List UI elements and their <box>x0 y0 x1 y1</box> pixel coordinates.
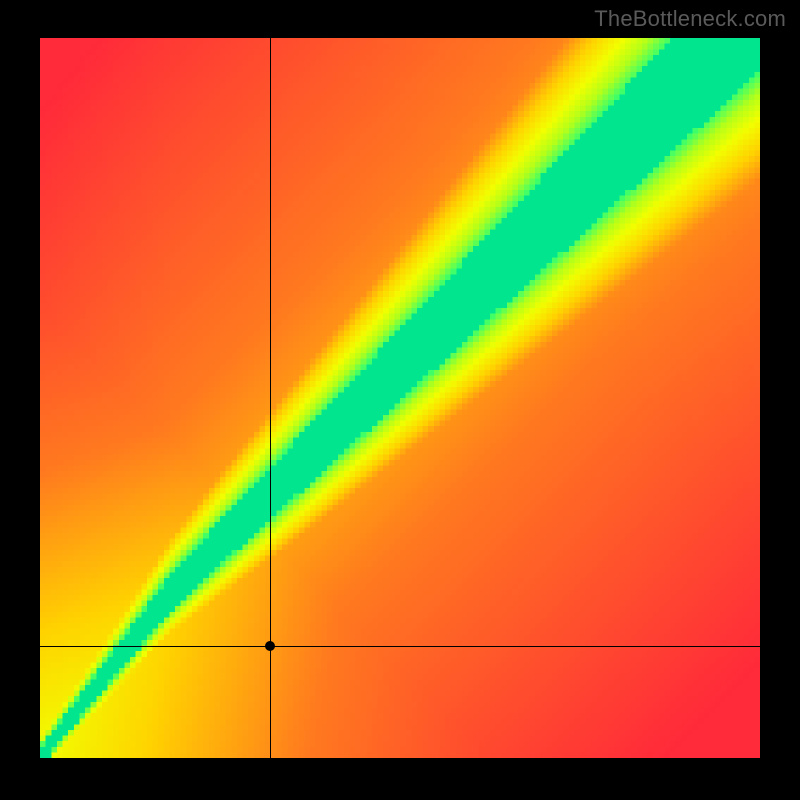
heatmap-canvas <box>40 38 760 758</box>
watermark-text: TheBottleneck.com <box>594 6 786 32</box>
marker-dot <box>265 641 275 651</box>
heatmap-plot <box>40 38 760 758</box>
crosshair-horizontal <box>40 646 760 647</box>
